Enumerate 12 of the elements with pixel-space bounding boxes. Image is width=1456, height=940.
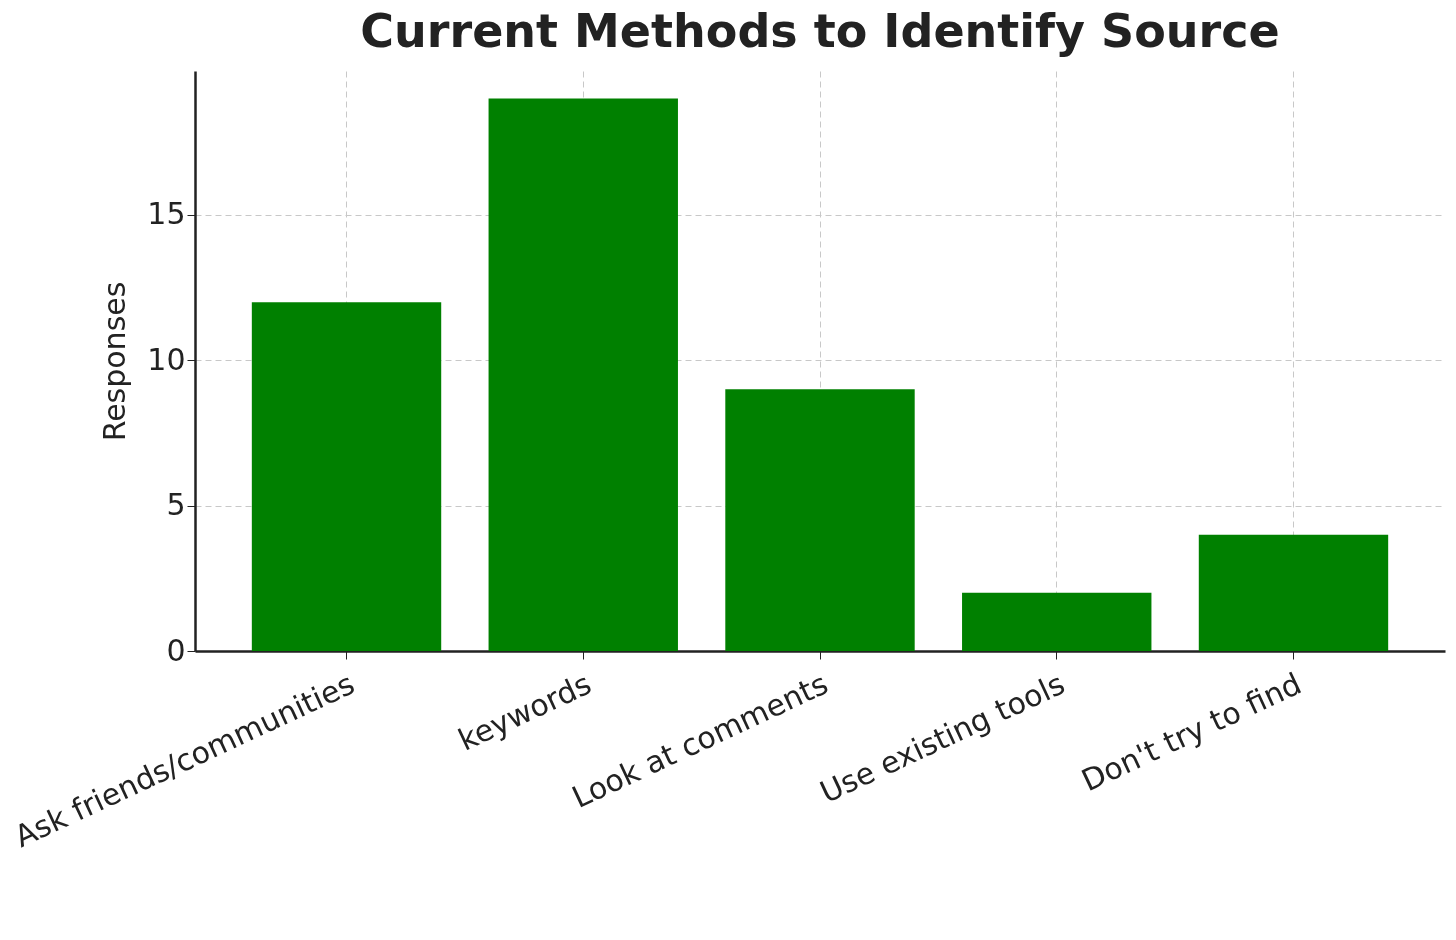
y-tick-label: 10 xyxy=(147,341,186,377)
bar xyxy=(251,302,442,651)
y-tick-label: 5 xyxy=(166,487,186,523)
y-tick-label: 15 xyxy=(147,196,186,232)
bar xyxy=(1198,534,1389,651)
bar xyxy=(962,592,1152,651)
x-tick-label: Don't try to find xyxy=(1076,665,1307,799)
chart-title: Current Methods to Identify Source xyxy=(360,4,1280,58)
y-tick-label: 0 xyxy=(166,632,186,668)
bar xyxy=(488,98,678,651)
bar xyxy=(725,389,915,651)
y-axis-title: Responses xyxy=(97,281,133,442)
